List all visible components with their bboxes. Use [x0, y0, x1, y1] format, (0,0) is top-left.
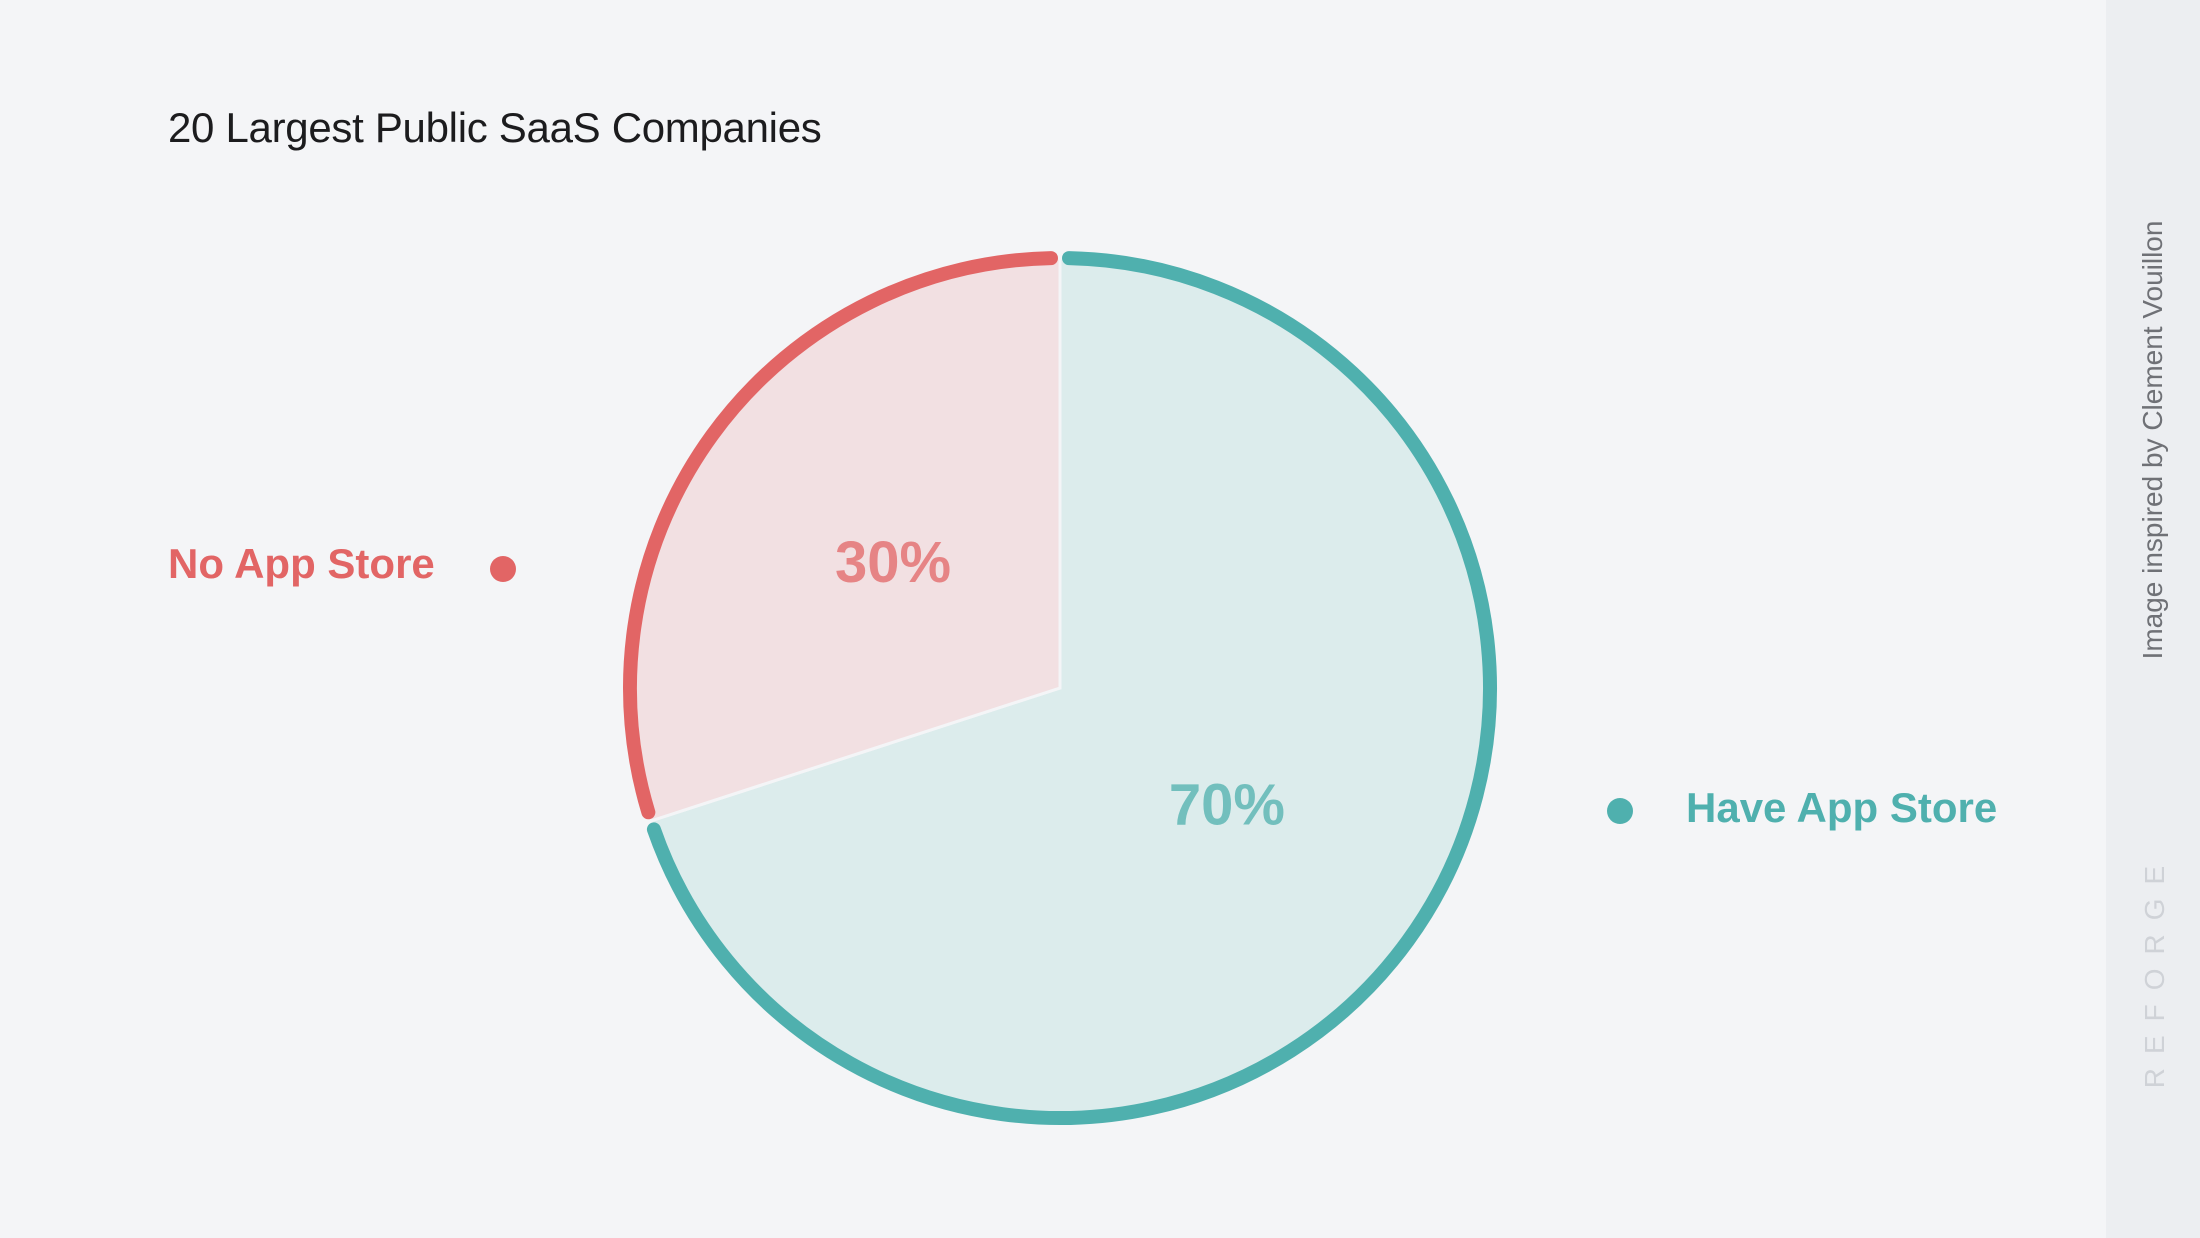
legend-label-no-app-store: No App Store	[168, 540, 435, 587]
pie-ring-no-app-store	[623, 251, 1058, 820]
image-credit: Image inspired by Clement Vouillon	[2137, 220, 2168, 660]
pie-chart: 70% 30%	[623, 251, 1497, 1125]
pie-ring-have-app-store	[646, 251, 1497, 1125]
legend-label-have-app-store: Have App Store	[1686, 784, 1998, 831]
data-label-have-app-store: 70%	[1169, 773, 1285, 838]
legend-dot-have-app-store	[1607, 798, 1633, 824]
chart-slide: 20 Largest Public SaaS Companies 70% 30% …	[168, 104, 1998, 1125]
side-strip	[2106, 0, 2200, 1238]
legend-dot-no-app-store	[490, 556, 516, 582]
data-label-no-app-store: 30%	[835, 530, 951, 595]
brand-watermark: REFORGE	[2139, 851, 2170, 1089]
chart-title: 20 Largest Public SaaS Companies	[168, 104, 822, 151]
